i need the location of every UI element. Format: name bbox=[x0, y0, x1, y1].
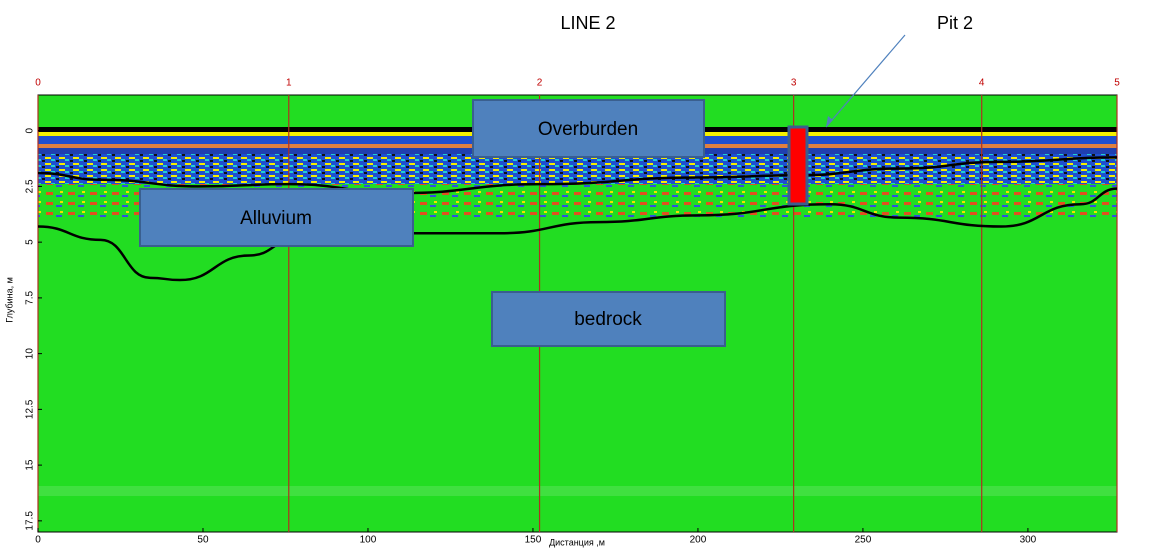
x2-tick-label: 3 bbox=[791, 78, 797, 89]
x2-tick-label: 1 bbox=[286, 78, 292, 89]
pit bbox=[789, 127, 807, 204]
title: LINE 2 bbox=[560, 13, 615, 33]
x-tick-label: 200 bbox=[690, 535, 707, 546]
x-tick-label: 50 bbox=[197, 535, 209, 546]
y-tick-label: 2.5 bbox=[25, 179, 36, 193]
y-tick-label: 10 bbox=[25, 348, 36, 360]
y-axis-label: Глубина, м bbox=[4, 277, 14, 323]
x2-tick-label: 2 bbox=[537, 78, 543, 89]
x-axis-label: Дистанция ,м bbox=[549, 537, 605, 547]
annotation: Pit 2 bbox=[937, 13, 973, 33]
x2-tick-label: 5 bbox=[1114, 78, 1120, 89]
y-tick-label: 0 bbox=[25, 127, 36, 133]
x2-tick-label: 0 bbox=[35, 78, 41, 89]
x-tick-label: 100 bbox=[360, 535, 377, 546]
y-tick-label: 7.5 bbox=[25, 291, 36, 305]
layer-label: bedrock bbox=[574, 309, 642, 330]
x-tick-label: 150 bbox=[525, 535, 542, 546]
band bbox=[38, 486, 1117, 496]
band bbox=[38, 154, 1117, 184]
x2-tick-label: 4 bbox=[979, 78, 985, 89]
y-tick-label: 12.5 bbox=[25, 399, 36, 419]
y-tick-label: 5 bbox=[25, 239, 36, 245]
figure: LINE 2 Pit 2 Дистанция ,м Глубина, м 050… bbox=[0, 0, 1149, 550]
x-tick-label: 300 bbox=[1020, 535, 1037, 546]
x-tick-label: 250 bbox=[855, 535, 872, 546]
layer-label: Alluvium bbox=[240, 208, 312, 229]
y-tick-label: 17.5 bbox=[25, 511, 36, 531]
y-tick-label: 15 bbox=[25, 459, 36, 471]
x-tick-label: 0 bbox=[35, 535, 41, 546]
layer-label: Overburden bbox=[538, 119, 638, 140]
